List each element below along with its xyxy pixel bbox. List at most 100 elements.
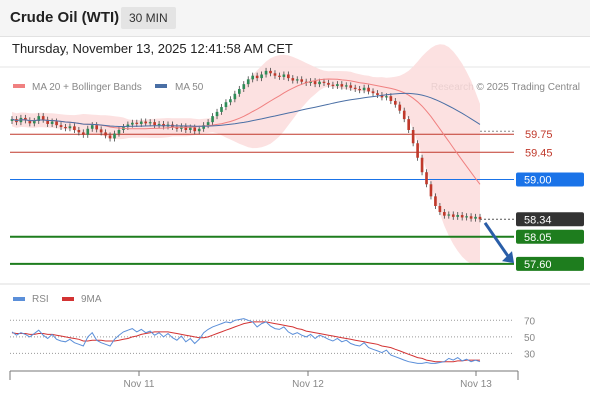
bollinger-band-area	[12, 44, 480, 265]
candle	[269, 67, 272, 77]
candle	[478, 213, 482, 223]
candle	[41, 113, 45, 123]
candle	[215, 108, 219, 120]
time-axis-ticks: Nov 11 Nov 12 Nov 13	[124, 371, 492, 390]
candle	[460, 212, 464, 221]
ma50-legend-label: MA 50	[175, 82, 204, 93]
candle	[362, 84, 366, 94]
candle	[237, 85, 241, 97]
candle	[175, 123, 179, 132]
rsi-ma-line	[11, 321, 480, 363]
candle	[73, 123, 76, 134]
candle	[291, 75, 295, 84]
candle	[273, 70, 277, 79]
candle	[229, 96, 232, 106]
rsi-ma-legend-label: 9MA	[81, 294, 102, 305]
rsi-line	[11, 318, 481, 364]
candle	[309, 78, 312, 86]
candle	[220, 104, 223, 115]
ma20-legend-swatch	[13, 84, 25, 88]
x-tick-label: Nov 13	[460, 379, 492, 390]
candle	[398, 101, 402, 114]
candle	[50, 118, 54, 127]
candle	[465, 213, 468, 221]
candle	[255, 72, 259, 82]
candle	[287, 71, 290, 82]
candle	[336, 81, 339, 89]
candle	[344, 82, 348, 90]
candle	[434, 193, 437, 210]
candle	[300, 76, 304, 85]
arrow-head	[502, 251, 514, 264]
candle	[349, 82, 353, 91]
candle	[24, 114, 27, 124]
ma50-legend-swatch	[155, 84, 167, 88]
candle	[59, 122, 63, 130]
candle	[353, 84, 357, 92]
moving-averages	[11, 78, 481, 185]
candle	[81, 129, 85, 138]
candle	[313, 78, 317, 88]
rsi-panel: 70 50 30	[10, 316, 536, 364]
candle	[429, 181, 433, 200]
candle	[108, 132, 112, 142]
candle	[416, 140, 419, 161]
candle	[340, 81, 344, 90]
rsi-ma-legend-swatch	[62, 297, 74, 301]
candle	[295, 76, 299, 84]
candle	[469, 213, 473, 222]
candle	[86, 125, 90, 138]
level-badge-label-pivot: 59.00	[524, 174, 552, 186]
candle	[117, 126, 121, 137]
candle	[197, 125, 201, 135]
candle	[104, 129, 107, 139]
candle	[77, 126, 81, 136]
candle	[95, 122, 99, 133]
candle	[407, 116, 411, 134]
candle	[327, 79, 330, 88]
level-label-resistance: 59.45	[525, 147, 553, 159]
candle	[224, 99, 228, 111]
candle	[68, 123, 72, 132]
candle	[260, 71, 263, 82]
chart-datetime: Thursday, November 13, 2025 12:41:58 AM …	[12, 41, 293, 56]
candle	[411, 126, 415, 147]
candle	[331, 81, 335, 89]
candle	[282, 71, 286, 80]
candle	[380, 91, 384, 101]
candle	[99, 126, 103, 136]
candle	[113, 130, 116, 142]
candle	[376, 90, 379, 99]
candle	[37, 113, 41, 124]
rsi-tick-label: 70	[524, 316, 536, 327]
candle	[46, 116, 49, 127]
candle	[144, 118, 148, 127]
candle	[55, 118, 58, 129]
level-badge-label-support: 57.60	[524, 259, 552, 271]
rsi-legend-label: RSI	[32, 294, 49, 305]
projection-arrow	[483, 222, 514, 264]
instrument-title: Crude Oil (WTI)	[10, 9, 120, 26]
level-badge-current	[516, 212, 584, 227]
candle	[32, 117, 36, 127]
rsi-legend-swatch	[13, 297, 25, 301]
candle	[233, 90, 237, 103]
candle	[211, 113, 214, 126]
candle	[367, 84, 370, 95]
candle	[278, 72, 281, 80]
candle	[393, 98, 397, 108]
candle	[28, 117, 32, 127]
candle	[451, 211, 455, 220]
arrow-shaft	[483, 222, 512, 260]
attribution: Research © 2025 Trading Central	[431, 82, 580, 93]
level-label-resistance: 59.75	[525, 129, 553, 141]
candle	[474, 213, 477, 222]
level-badge-support	[516, 256, 584, 271]
rsi-tick-label: 50	[524, 333, 536, 344]
candle	[206, 119, 210, 129]
candle	[153, 119, 156, 129]
timeframe-badge[interactable]: 30 MIN	[121, 7, 176, 29]
candle	[425, 169, 428, 188]
candle	[202, 122, 205, 132]
